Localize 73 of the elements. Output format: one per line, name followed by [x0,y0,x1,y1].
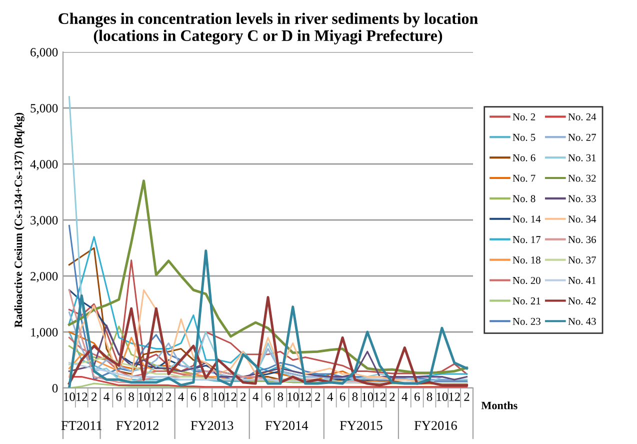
x-tick-label: 2 [91,392,96,401]
y-axis-title: Radioactive Cesium (Cs-134+Cs-137) (Bq/kg) [14,112,24,328]
x-tick-label: 2 [166,392,172,401]
x-tick-label: 10 [288,392,299,401]
x-tick-label: 4 [252,392,259,401]
legend-label: No. 8 [512,195,536,202]
x-tick-label: 10 [138,392,150,401]
legend-label: No. 20 [512,276,540,284]
x-tick-label: 2 [390,392,395,401]
legend-label: No. 5 [512,134,536,141]
x-tick-label: 12 [226,392,236,401]
x-tick-label: 12 [300,392,311,401]
y-tick-label: 3,000 [30,216,58,226]
legend-label: No. 21 [512,297,540,304]
legend-label: No. 14 [512,216,541,223]
x-tick-label: 6 [190,392,196,401]
legend-label: No. 17 [512,236,541,244]
x-tick-label: 8 [128,392,134,401]
x-tick-label: 6 [116,392,122,401]
x-tick-label: 4 [178,392,184,401]
legend-label: No. 24 [568,113,596,120]
legend-label: No. 31 [568,154,596,162]
text: FY2013 [190,421,234,430]
legend-label: No. 27 [568,134,596,141]
x-tick-label: 6 [265,392,271,401]
x-tick-label: 6 [414,392,420,401]
text: FT2011 [61,421,102,430]
x-tick-label: 10 [362,392,374,401]
x-tick-label: 4 [104,392,110,401]
y-tick-label: 2,000 [30,272,58,282]
chart-title: Changes in concentration levels in river sediments by location (locations in Category C or D in Miyagi Prefecture) [58,12,478,44]
legend-label: No. 41 [568,277,596,284]
legend-label: No. 18 [512,256,540,264]
y-tick-label: 6,000 [30,48,58,58]
line-series [68,180,468,374]
x-tick-label: 8 [278,392,284,401]
x-tick-label: 8 [352,392,358,401]
legend-label: No. 32 [568,174,596,182]
x-tick-label: 12 [76,392,88,401]
x-tick-label: 10 [436,392,448,401]
x-tick-label: 10 [213,392,224,401]
x-tick-label: 4 [402,392,408,401]
x-axis-title: Months [481,401,518,410]
text: FY2016 [414,421,457,430]
legend-label: No. 43 [568,318,596,325]
legend-label: No. 33 [568,195,596,202]
x-tick-label: 12 [374,392,386,401]
text: FY2012 [116,421,158,430]
x-tick-label: 2 [464,392,470,401]
y-tick-label: 4,000 [30,160,58,170]
y-tick-label: 0 [52,384,58,392]
y-tick-label: 5,000 [30,104,58,114]
legend-label: No. 6 [512,154,536,162]
legend-label: No. 23 [512,318,540,325]
legend-label: No. 42 [568,297,596,304]
legend-label: No. 2 [512,113,536,120]
x-tick-label: 4 [327,392,334,401]
x-tick-label: 12 [151,392,162,401]
legend-label: No. 34 [568,216,596,223]
text: FY2015 [340,421,382,430]
x-tick-label: 10 [64,392,75,401]
x-tick-label: 6 [340,392,346,401]
x-tick-label: 8 [203,392,209,401]
legend-label: No. 36 [568,236,596,244]
text: FY2014 [265,421,308,430]
x-tick-label: 12 [449,392,460,401]
line-series [68,260,468,375]
legend-label: No. 7 [512,174,536,182]
x-tick-label: 2 [315,392,320,401]
x-tick-label: 8 [426,392,432,401]
x-tick-label: 2 [240,392,246,401]
y-tick-label: 1,000 [31,328,58,338]
legend-label: No. 37 [568,256,596,264]
